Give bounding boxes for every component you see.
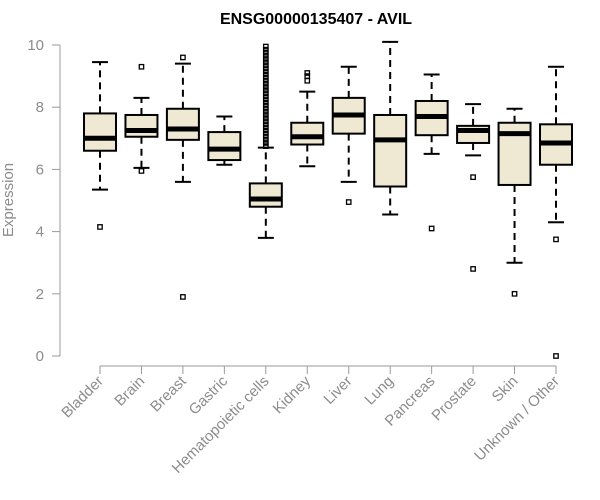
outlier-point xyxy=(262,62,269,69)
category-label: Breast xyxy=(147,372,190,415)
outlier-point xyxy=(553,353,559,359)
outlier-point xyxy=(262,140,269,146)
outlier-point xyxy=(511,290,518,297)
outlier-point xyxy=(262,81,269,87)
box-6 xyxy=(331,65,366,205)
iqr-box xyxy=(290,121,325,146)
outlier-point xyxy=(304,77,311,84)
outlier-point xyxy=(262,53,269,59)
outlier-point xyxy=(262,112,269,118)
iqr-box xyxy=(124,113,159,138)
outlier-point xyxy=(262,56,269,62)
y-tick-label: 6 xyxy=(36,161,44,178)
outlier-point xyxy=(262,124,269,131)
category-label: Prostate xyxy=(428,373,480,425)
outlier-point xyxy=(262,137,269,143)
outlier-point xyxy=(138,63,145,70)
outlier-point xyxy=(470,266,476,272)
outlier-point xyxy=(262,96,269,103)
category-label: Skin xyxy=(489,373,522,406)
category-label: Brain xyxy=(111,373,148,410)
box-3 xyxy=(207,115,242,166)
y-tick-label: 10 xyxy=(27,37,44,54)
outlier-point xyxy=(304,70,311,76)
outlier-point xyxy=(262,118,269,125)
outlier-point xyxy=(262,102,269,109)
outlier-point xyxy=(262,46,269,53)
outlier-point xyxy=(262,65,269,72)
outlier-point xyxy=(262,93,269,100)
box-0 xyxy=(83,61,117,230)
box-2 xyxy=(165,54,200,300)
boxes xyxy=(83,40,573,359)
outlier-point xyxy=(180,294,186,300)
outlier-point xyxy=(262,77,269,84)
outlier-point xyxy=(262,84,269,90)
chart-title: ENSG00000135407 - AVIL xyxy=(220,11,412,28)
outlier-point xyxy=(304,73,311,79)
outlier-point xyxy=(262,121,269,128)
iqr-box xyxy=(83,112,117,152)
iqr-box xyxy=(248,182,283,208)
outlier-point xyxy=(262,49,269,56)
outlier-point xyxy=(470,174,476,181)
box-9 xyxy=(456,103,491,272)
y-tick-label: 4 xyxy=(36,224,44,241)
outlier-point xyxy=(262,115,269,121)
outlier-point xyxy=(262,105,269,112)
box-5 xyxy=(290,70,325,168)
outlier-point xyxy=(262,87,269,93)
box-10 xyxy=(497,107,532,297)
x-axis xyxy=(99,365,557,374)
outlier-point xyxy=(180,54,186,61)
outlier-point xyxy=(428,225,435,232)
y-tick-label: 8 xyxy=(36,99,44,116)
outlier-point xyxy=(262,43,269,50)
outlier-point xyxy=(553,236,559,243)
outlier-point xyxy=(262,143,269,149)
iqr-box xyxy=(207,131,242,162)
y-axis-label: Expression xyxy=(0,163,17,237)
box-1 xyxy=(124,63,159,174)
outlier-point xyxy=(262,130,269,137)
outlier-point xyxy=(97,224,103,230)
category-label: Lung xyxy=(361,373,397,409)
outlier-point xyxy=(262,90,269,97)
outlier-point xyxy=(262,127,269,134)
outlier-point xyxy=(262,133,269,140)
outlier-point xyxy=(262,71,269,78)
y-tick-label: 2 xyxy=(36,286,44,303)
box-8 xyxy=(414,73,449,232)
box-7 xyxy=(373,40,408,216)
outlier-point xyxy=(138,168,145,174)
outlier-point xyxy=(262,68,269,75)
category-label: Bladder xyxy=(58,373,107,422)
outlier-point xyxy=(345,199,352,205)
outlier-point xyxy=(262,74,269,81)
box-11 xyxy=(539,65,573,359)
outlier-point xyxy=(262,109,269,115)
iqr-box xyxy=(373,113,408,188)
y-axis: 0 2 4 6 8 10 xyxy=(27,37,61,365)
outlier-point xyxy=(262,99,269,106)
category-label: Liver xyxy=(321,373,356,408)
outlier-point xyxy=(262,59,269,65)
iqr-box xyxy=(165,107,200,141)
box-4 xyxy=(248,43,283,239)
category-label: Kidney xyxy=(270,372,315,417)
y-tick-label: 0 xyxy=(36,348,44,365)
